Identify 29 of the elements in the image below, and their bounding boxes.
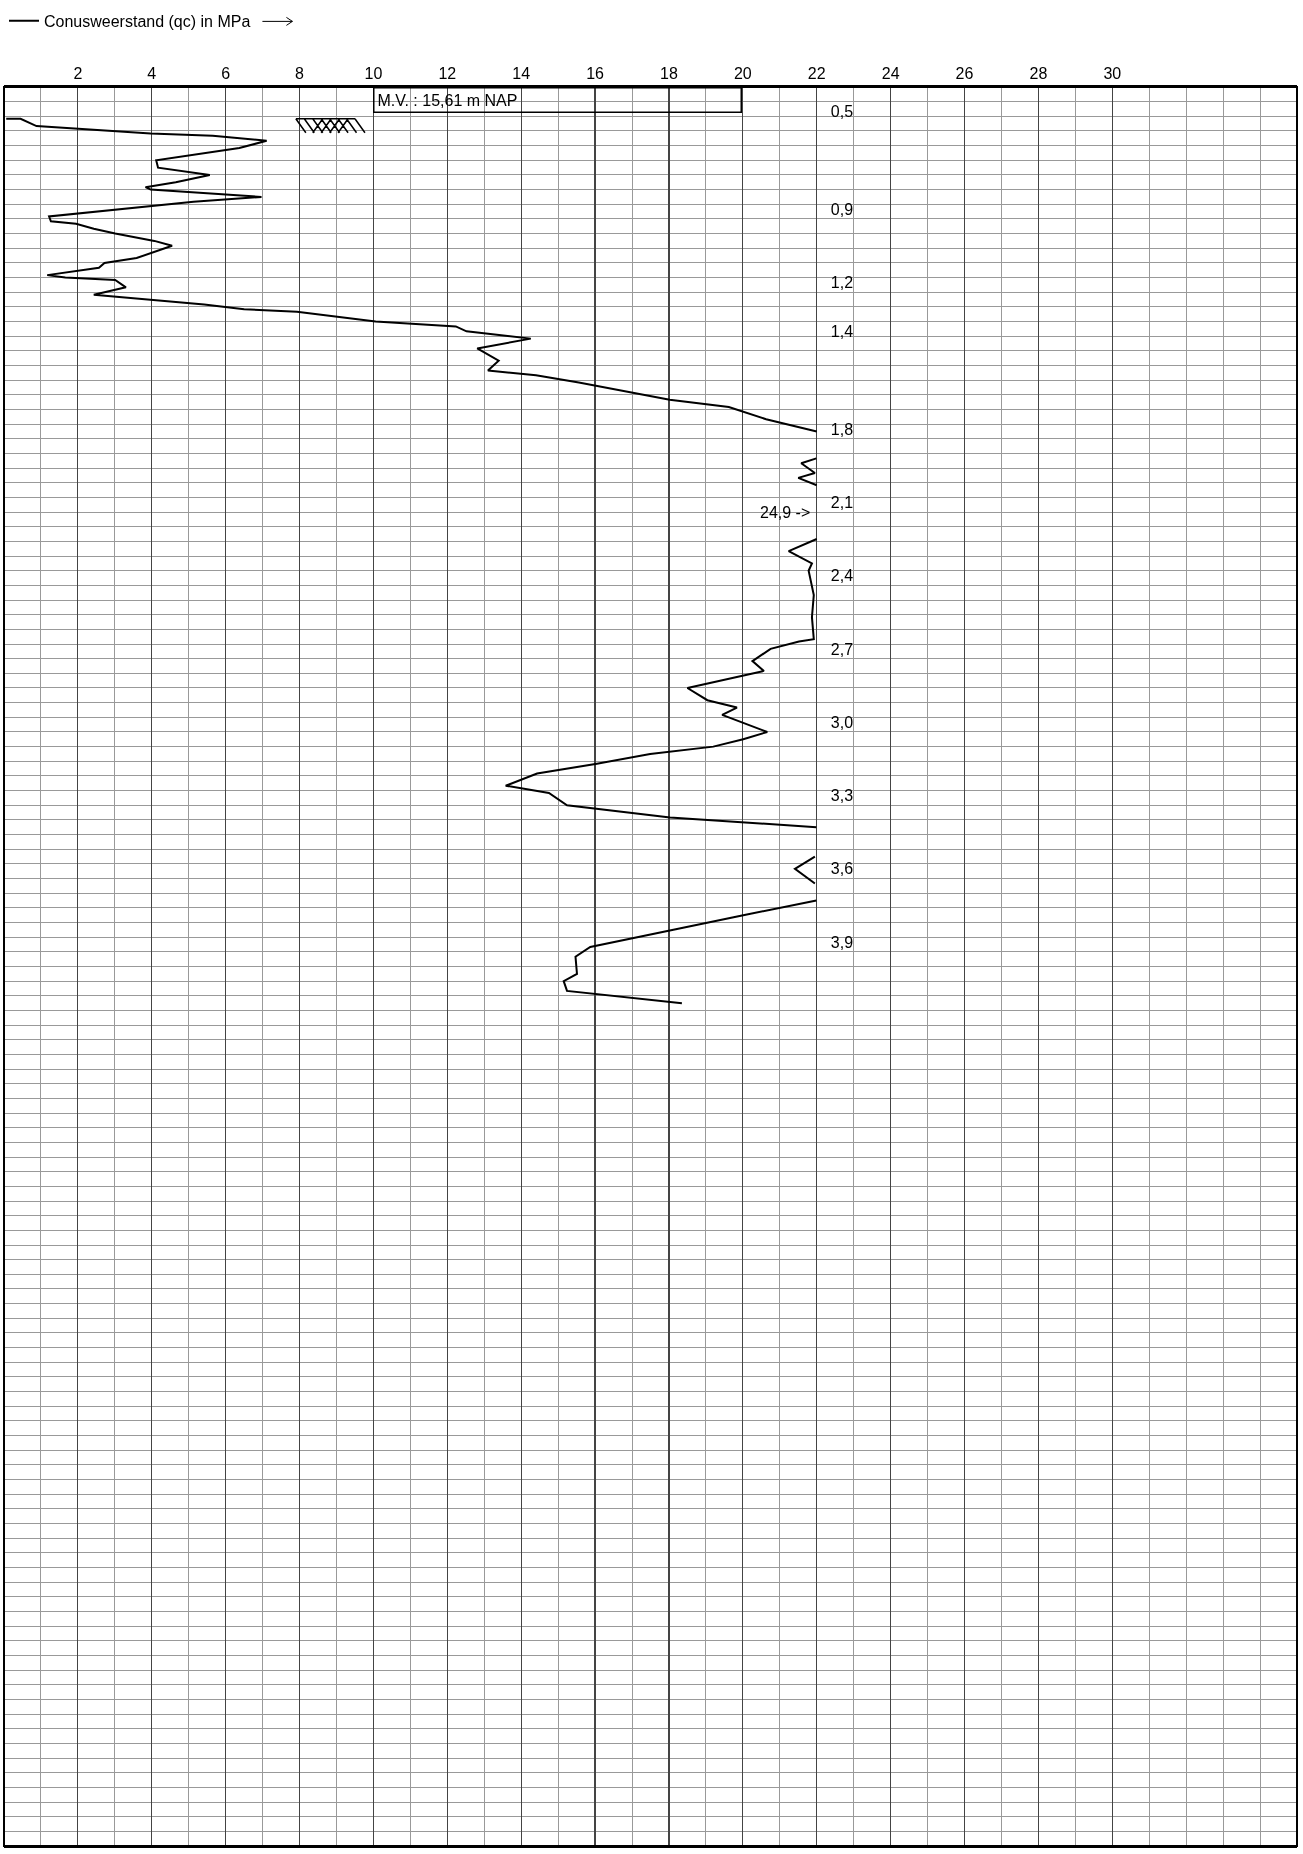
y-tick-label: 3,9 [830,933,854,951]
x-tick-label: 12 [438,64,457,82]
annotation: 24,9 -> [760,504,811,521]
y-tick-label: 1,2 [830,274,854,292]
x-tick-label: 8 [295,64,305,82]
x-tick-label: 14 [512,64,531,82]
x-tick-label: 16 [586,64,605,82]
y-tick-label: 3,6 [830,860,854,878]
x-tick-label: 26 [955,64,974,82]
x-tick-label: 28 [1029,64,1048,82]
y-tick-label: 2,4 [830,567,854,585]
y-tick-label: 2,7 [830,640,854,658]
x-tick-label: 6 [221,64,231,82]
y-tick-label: 1,4 [830,322,854,340]
x-tick-label: 18 [660,64,678,82]
y-tick-label: 0,5 [830,103,854,121]
x-tick-label: 30 [1103,64,1122,82]
x-tick-label: 10 [364,64,383,82]
y-tick-label: 0,9 [830,200,854,218]
y-tick-label: 1,8 [830,420,854,438]
y-tick-label: 2,1 [830,493,854,511]
x-tick-label: 4 [147,64,157,82]
legend-label: Conusweerstand (qc) in MPa [44,12,251,30]
x-tick-label: 22 [807,64,826,82]
x-tick-label: 2 [73,64,83,82]
y-tick-label: 3,3 [830,787,854,805]
y-tick-label: 3,0 [830,713,854,731]
x-tick-label: 20 [733,64,752,82]
x-tick-label: 24 [881,64,900,82]
